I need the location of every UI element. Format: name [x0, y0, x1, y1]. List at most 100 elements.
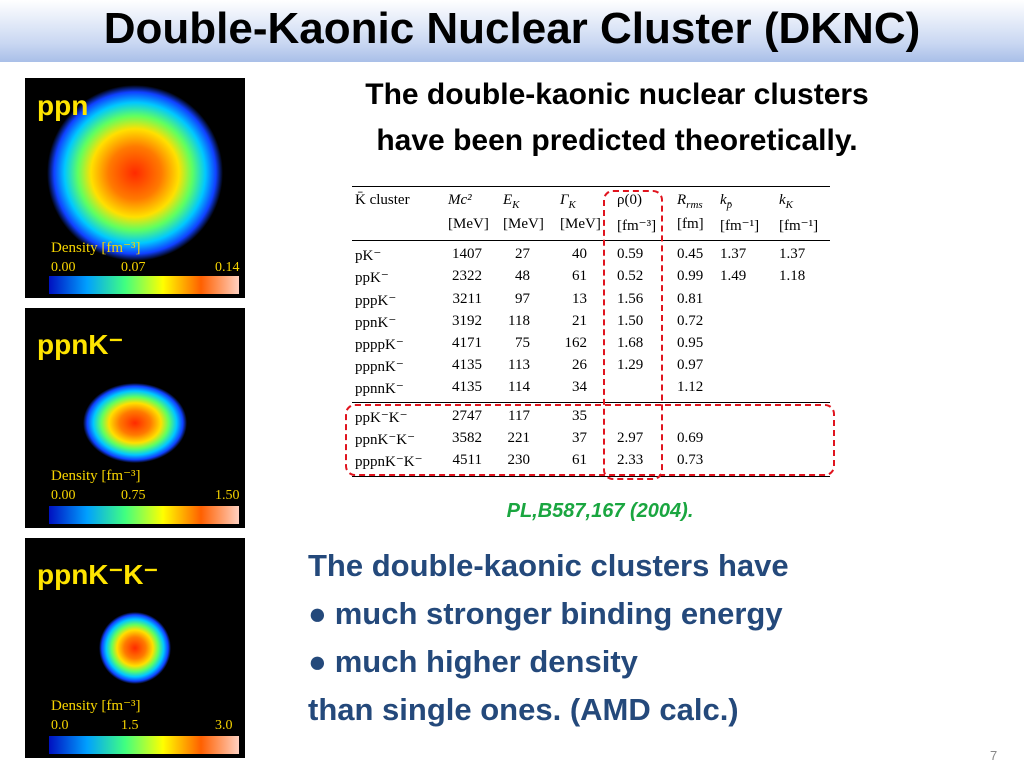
table-header: Mc²: [448, 192, 472, 209]
table-rule: [352, 476, 830, 477]
table-rule: [352, 186, 830, 187]
table-cell: 4135: [452, 357, 482, 373]
body-line: than single ones. (AMD calc.): [308, 692, 739, 728]
table-cell: pK⁻: [355, 248, 382, 264]
header-text: Γ: [560, 192, 569, 208]
table-cell: 1.56: [617, 291, 644, 307]
header-text: E: [503, 192, 513, 208]
scale-tick-label: 0.0: [51, 718, 69, 733]
panel-label: ppn: [37, 90, 89, 121]
body-text: The double-kaonic clusters have: [308, 548, 789, 583]
header-text: ρ(0): [617, 192, 642, 208]
table-cell: 0.45: [677, 246, 704, 262]
table-cell: 221: [507, 430, 531, 446]
table-cell: 0.73: [677, 452, 704, 468]
table-cell: ppppK⁻: [355, 337, 404, 353]
header-sub: p̄: [726, 199, 733, 211]
table-unit: [fm⁻¹]: [779, 218, 819, 234]
table-cell: ppK⁻K⁻: [355, 410, 408, 426]
color-scale: [49, 276, 239, 294]
density-panel: ppnK⁻ Density [fm⁻³] 0.00 0.75 1.50: [25, 308, 245, 528]
table-cell: 1.18: [779, 268, 806, 284]
scale-title: Density [fm⁻³]: [51, 240, 141, 256]
heading: have been predicted theoretically.: [376, 124, 858, 157]
table-header: Rrms: [677, 192, 703, 211]
header-sub: K: [512, 199, 520, 211]
header-text: k: [720, 192, 727, 208]
header-text: Mc²: [448, 192, 472, 208]
table-cell: 40: [572, 246, 587, 262]
table-header: EK: [503, 192, 520, 211]
table-cell: 1407: [452, 246, 482, 262]
table-unit: [fm⁻¹]: [720, 218, 760, 234]
table-cell: 35: [572, 408, 587, 424]
scale-tick-label: 0.00: [51, 488, 76, 503]
page-number: 7: [990, 748, 998, 763]
body-line: The double-kaonic clusters have: [308, 548, 789, 584]
table-unit: [MeV]: [503, 216, 544, 232]
table-cell: pppnK⁻K⁻: [355, 454, 423, 470]
table-cell: 2.33: [617, 452, 644, 468]
header-text: K̄ cluster: [355, 192, 410, 208]
header-text: R: [677, 192, 687, 208]
bullet: ●: [308, 596, 327, 631]
table-cell: 1.37: [720, 246, 747, 262]
scale-tick-label: 0.75: [121, 488, 146, 503]
scale-tick-label: 3.0: [215, 718, 233, 733]
table-cell: 27: [515, 246, 530, 262]
scale-title: Density [fm⁻³]: [51, 468, 141, 484]
body-text: much stronger binding energy: [334, 596, 783, 631]
table-cell: 1.50: [617, 313, 644, 329]
table-cell: 114: [508, 379, 530, 395]
table-cell: ppnK⁻K⁻: [355, 432, 415, 448]
table-cell: 61: [572, 268, 587, 284]
table-cell: 0.97: [677, 357, 704, 373]
table-cell: 1.68: [617, 335, 644, 351]
table-unit: [MeV]: [560, 216, 601, 232]
title: Double-Kaonic Nuclear Cluster (DKNC): [103, 4, 921, 53]
table-cell: 61: [572, 452, 587, 468]
scale-tick-label: 0.00: [51, 260, 76, 275]
table-header: ρ(0): [617, 192, 642, 209]
bullet: ●: [308, 644, 327, 679]
density-blob: [83, 383, 187, 463]
header-sub: K: [785, 199, 794, 211]
header-sub: rms: [686, 199, 703, 211]
table-cell: 113: [508, 357, 530, 373]
header-text: k: [779, 192, 786, 208]
table-cell: 34: [572, 379, 587, 395]
table-rule: [352, 240, 830, 241]
color-scale: [49, 506, 239, 524]
table-cell: 0.69: [677, 430, 704, 446]
table-cell: 162: [564, 335, 588, 351]
scale-tick-label: 0.14: [215, 260, 240, 275]
table-cell: 0.52: [617, 268, 644, 284]
density-image: [49, 383, 239, 524]
highlight-box: [345, 404, 835, 476]
table-cell: 3211: [452, 291, 482, 307]
scale-tick-label: 0.07: [121, 260, 146, 275]
table-cell: 4135: [452, 379, 482, 395]
table-cell: 0.59: [617, 246, 644, 262]
table-cell: 2747: [452, 408, 482, 424]
table-cell: 97: [515, 291, 530, 307]
table-header: K̄ cluster: [355, 192, 410, 209]
table-cell: 0.72: [677, 313, 704, 329]
table-cell: 75: [515, 335, 530, 351]
table-cell: 21: [572, 313, 587, 329]
table-header: ΓK: [560, 192, 576, 211]
body-text: much higher density: [334, 644, 638, 679]
table-rule: [352, 402, 830, 403]
table-cell: 117: [508, 408, 530, 424]
table-cell: 3582: [452, 430, 482, 446]
density-blob: [47, 85, 223, 261]
table-cell: 48: [515, 268, 530, 284]
panel-label: ppnK⁻: [37, 329, 124, 360]
table-cell: 13: [572, 291, 587, 307]
body-text: than single ones. (AMD calc.): [308, 692, 739, 727]
density-panel: ppn Density [fm⁻³] 0.00 0.07 0.14: [25, 78, 245, 298]
scale-tick-label: 1.5: [121, 718, 139, 733]
table-cell: 0.81: [677, 291, 704, 307]
panel-label: ppnK⁻K⁻: [37, 559, 159, 590]
